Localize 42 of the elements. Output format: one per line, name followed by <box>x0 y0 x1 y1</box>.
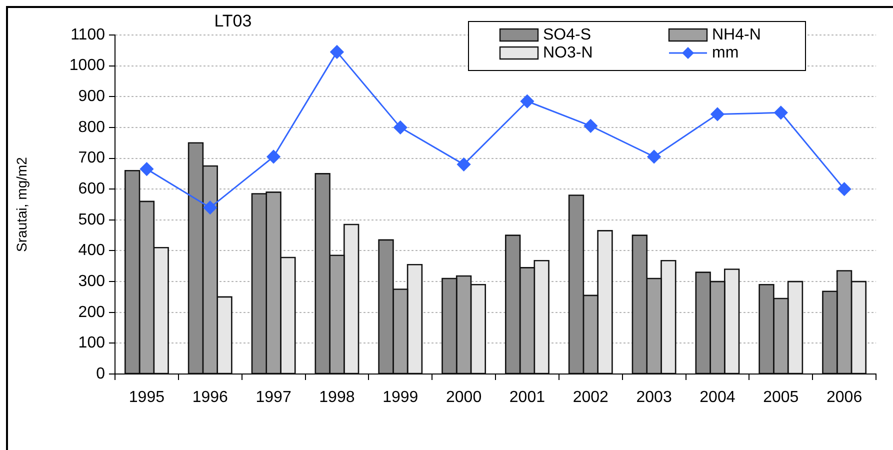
y-tick-label: 900 <box>78 88 106 106</box>
y-tick-label: 600 <box>78 180 106 198</box>
x-tick-label: 1996 <box>192 389 228 406</box>
y-tick-label: 1000 <box>69 57 106 74</box>
y-axis-title: Srautai, mg/m2 <box>13 156 30 252</box>
point <box>584 119 598 133</box>
point <box>330 45 344 59</box>
y-tick-label: 700 <box>78 150 106 167</box>
x-tick-label: 2001 <box>509 389 546 406</box>
point <box>394 120 408 134</box>
x-tick-label: 1997 <box>256 389 292 406</box>
x-tick-label: 1995 <box>128 389 165 406</box>
y-tick-label: 0 <box>96 365 106 382</box>
point <box>457 158 471 172</box>
y-tick-label: 100 <box>78 334 106 352</box>
y-tick-label: 500 <box>78 211 106 228</box>
point <box>838 182 852 196</box>
y-tick-label: 200 <box>78 304 106 321</box>
legend-label: NO3-N <box>543 44 593 62</box>
point <box>520 94 534 108</box>
point <box>266 150 280 164</box>
point <box>203 200 217 214</box>
y-tick-label: 800 <box>78 118 106 136</box>
x-tick-label: 2002 <box>572 389 609 406</box>
legend-label: SO4-S <box>543 26 592 44</box>
chart-title: LT03 <box>214 12 252 31</box>
x-tick-label: 1999 <box>382 389 418 406</box>
x-tick-label: 2000 <box>446 389 482 406</box>
legend-label: NH4-N <box>712 26 761 44</box>
x-tick-label: 2004 <box>700 389 736 406</box>
x-tick-label: 1998 <box>319 389 355 406</box>
x-tick-label: 2006 <box>826 389 862 406</box>
y-tick-label: 300 <box>78 272 106 290</box>
point <box>647 150 661 164</box>
legend-label: mm <box>712 44 739 62</box>
x-tick-label: 2003 <box>636 389 672 406</box>
y-tick-label: 1100 <box>70 26 106 44</box>
y-tick-label: 400 <box>78 242 106 260</box>
point <box>774 106 788 120</box>
x-tick-label: 2005 <box>763 389 799 406</box>
point <box>710 107 724 121</box>
point <box>140 162 154 176</box>
